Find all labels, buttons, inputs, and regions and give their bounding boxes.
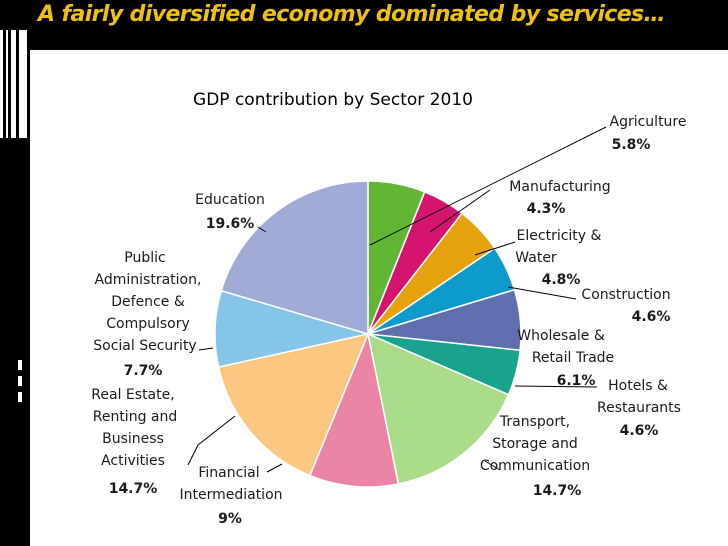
leader-line (257, 226, 267, 233)
slice-labels: Agriculture 5.8% Manufacturing 4.3% Electric… (91, 114, 686, 527)
pie-slice (217, 332, 370, 477)
pie-slice (308, 331, 400, 488)
slice-value-label: 5.8% (612, 137, 651, 153)
leader-line (198, 347, 214, 351)
pie-chart: GDP contribution by Sector 2010 Agricult… (91, 90, 686, 527)
deco-stripe (6, 30, 8, 138)
leader-line (266, 463, 283, 473)
slice-label: Compulsory (106, 316, 190, 332)
slice-value-label: 6.1% (557, 373, 596, 389)
deco-dash (18, 392, 22, 402)
deco-stripe (0, 30, 3, 138)
slice-label: Real Estate, (91, 387, 174, 403)
leader-lines (187, 126, 607, 473)
slice-label: Intermediation (179, 487, 282, 503)
chart-panel: GDP contribution by Sector 2010 Agricult… (30, 50, 728, 546)
leader-line (484, 460, 501, 471)
slice-label: Manufacturing (509, 179, 610, 195)
slice-label: Water (515, 250, 557, 266)
chart-title: GDP contribution by Sector 2010 (193, 90, 473, 110)
slice-label: Financial (198, 465, 259, 481)
slice-label: Electricity & (517, 228, 602, 244)
slice-value-label: 4.6% (620, 423, 659, 439)
deco-stripe (19, 30, 27, 138)
slice-label: Transport, (499, 414, 570, 430)
slice-value-label: 4.3% (527, 201, 566, 217)
leader-line (507, 286, 577, 300)
slice-label: Activities (101, 453, 165, 469)
slice-value-label: 7.7% (124, 363, 163, 379)
slice-label: Public (124, 250, 165, 266)
slice-label: Business (102, 431, 164, 447)
slice-label: Storage and (492, 436, 578, 452)
slice-label: Wholesale & (517, 328, 605, 344)
slice-value-label: 19.6% (206, 216, 255, 232)
leader-line (429, 189, 491, 233)
slice-value-label: 14.7% (109, 481, 158, 497)
slice-value-label: 4.8% (542, 272, 581, 288)
slice-value-label: 9% (218, 511, 242, 527)
slice-label: Communication (480, 458, 590, 474)
pie-slice (366, 332, 510, 485)
slice-label: Hotels & (608, 378, 668, 394)
slice-label: Construction (581, 287, 670, 303)
slice-label: Retail Trade (532, 350, 614, 366)
pie-slice (220, 180, 369, 336)
slice-value-label: 4.6% (632, 309, 671, 325)
slice-value-label: 14.7% (533, 483, 582, 499)
deco-stripe (11, 30, 16, 138)
pie-slices (214, 180, 522, 488)
leader-line (369, 126, 607, 246)
leader-line (474, 241, 516, 256)
leader-line (187, 415, 236, 466)
slice-label: Social Security (93, 338, 196, 354)
slice-label: Defence & (111, 294, 185, 310)
slice-label: Restaurants (597, 400, 681, 416)
slice-label: Renting and (93, 409, 178, 425)
slice-label: Administration, (95, 272, 202, 288)
leader-line (514, 385, 598, 388)
slide-title: A fairly diversified economy dominated b… (38, 2, 666, 27)
slice-label: Education (195, 192, 265, 208)
deco-dash (18, 360, 22, 370)
deco-dash (18, 376, 22, 386)
slice-label: Agriculture (610, 114, 687, 130)
